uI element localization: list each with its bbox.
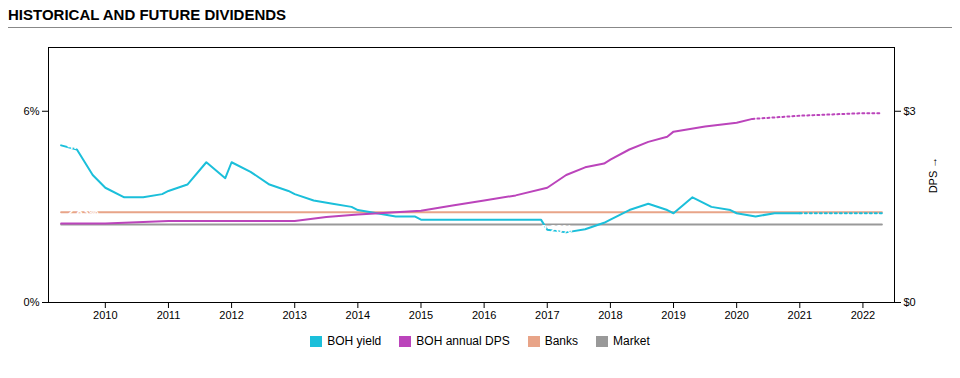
- svg-text:6%: 6%: [24, 105, 40, 117]
- html-text:HISTORICAL AND FUTURE DIVIDEND: HISTORICAL AND FUTURE DIVIDENDS: [8, 6, 287, 23]
- svg-text:2016: 2016: [472, 309, 496, 321]
- svg-text:2018: 2018: [598, 309, 622, 321]
- svg-text:DPS →: DPS →: [927, 157, 939, 194]
- svg-text:2020: 2020: [724, 309, 748, 321]
- html-text:Banks: Banks: [544, 334, 578, 348]
- html-text:BOH annual DPS: BOH annual DPS: [416, 334, 510, 348]
- svg-text:2013: 2013: [282, 309, 306, 321]
- svg-text:2022: 2022: [851, 309, 875, 321]
- html-text:BOH yield: BOH yield: [327, 334, 382, 348]
- svg-text:2011: 2011: [157, 309, 181, 321]
- svg-text:2017: 2017: [535, 309, 559, 321]
- svg-text:$0: $0: [904, 296, 916, 308]
- svg-text:2010: 2010: [93, 309, 117, 321]
- svg-text:2.28%: 2.28%: [541, 223, 572, 235]
- svg-text:$3: $3: [904, 105, 916, 117]
- svg-text:2012: 2012: [219, 309, 243, 321]
- svg-text:2019: 2019: [661, 309, 685, 321]
- svg-text:2.83%: 2.83%: [67, 206, 98, 218]
- svg-text:2015: 2015: [409, 309, 433, 321]
- svg-text:4.93%: 4.93%: [67, 139, 98, 151]
- html-text:Market: Market: [613, 334, 650, 348]
- svg-text:2021: 2021: [788, 309, 812, 321]
- svg-text:2014: 2014: [346, 309, 370, 321]
- svg-text:0%: 0%: [24, 296, 40, 308]
